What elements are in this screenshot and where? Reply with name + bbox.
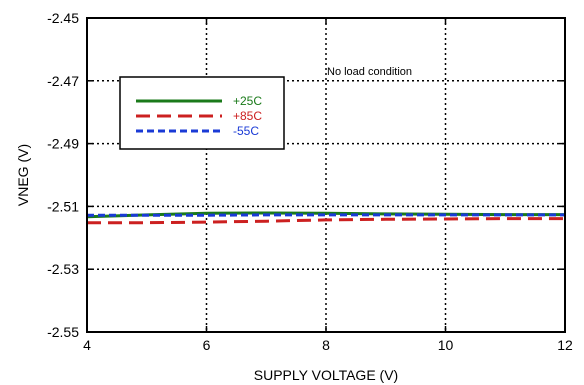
series-layer	[86, 211, 565, 225]
tick-marks	[86, 17, 566, 333]
y-tick-label: -2.51	[47, 198, 79, 214]
series-line	[87, 217, 565, 225]
y-axis-title: VNEG (V)	[15, 144, 31, 206]
grid-lines	[87, 18, 565, 332]
x-tick-label: 8	[322, 337, 330, 353]
y-tick-label: -2.47	[47, 73, 79, 89]
legend-label: +25C	[233, 94, 262, 108]
y-tick-label: -2.45	[47, 10, 79, 26]
x-tick-label: 4	[83, 337, 91, 353]
x-tick-labels: 4 6 8 10 12	[83, 337, 573, 353]
y-tick-label: -2.49	[47, 136, 79, 152]
legend-label: -55C	[233, 124, 259, 138]
y-tick-labels: -2.55 -2.53 -2.51 -2.49 -2.47 -2.45	[47, 10, 79, 340]
legend-box	[119, 76, 285, 150]
y-tick-label: -2.55	[47, 324, 79, 340]
x-tick-label: 10	[438, 337, 454, 353]
legend-label: +85C	[233, 109, 262, 123]
x-axis-title: SUPPLY VOLTAGE (V)	[254, 367, 398, 383]
legend: +25C+85C-55C	[119, 76, 285, 150]
annotation-text: No load condition	[327, 66, 412, 78]
x-tick-label: 12	[557, 337, 573, 353]
y-tick-label: -2.53	[47, 261, 79, 277]
x-tick-label: 6	[203, 337, 211, 353]
